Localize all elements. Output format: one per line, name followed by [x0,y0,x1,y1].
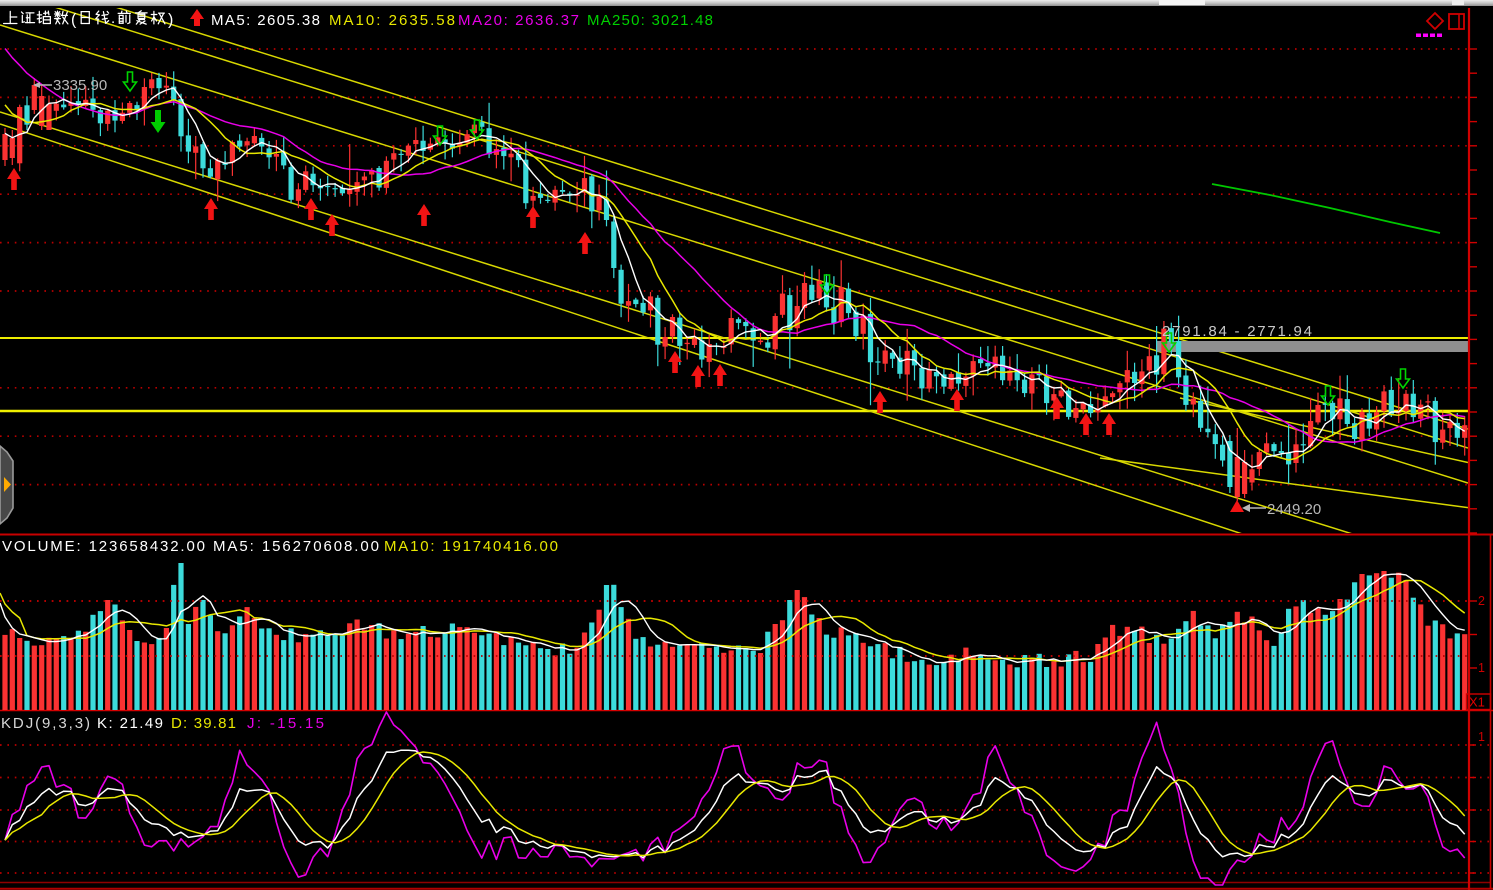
svg-text:KDJ(9,3,3): KDJ(9,3,3) [1,715,90,732]
svg-text:1: 1 [1478,661,1485,675]
svg-text:K: 21.49: K: 21.49 [97,715,163,732]
svg-text:MA10: 2635.58: MA10: 2635.58 [329,12,455,29]
svg-text:MA20: 2636.37: MA20: 2636.37 [458,12,579,29]
svg-text:3335.90: 3335.90 [53,77,107,94]
svg-text:2449.20: 2449.20 [1267,501,1321,518]
svg-text:2791.84 - 2771.94: 2791.84 - 2771.94 [1162,323,1312,340]
svg-text:VOLUME: 123658432.00: VOLUME: 123658432.00 [2,538,205,555]
svg-text:): ) [168,12,173,29]
svg-text:2: 2 [1478,594,1485,608]
svg-text:.: . [111,10,115,27]
svg-text:MA250: 3021.48: MA250: 3021.48 [587,12,713,29]
svg-text:D: 39.81: D: 39.81 [171,715,236,732]
svg-text:1: 1 [1478,730,1485,744]
svg-text:X1: X1 [1469,695,1485,710]
svg-text:(: ( [71,12,77,29]
svg-text:MA5: 2605.38: MA5: 2605.38 [211,12,320,29]
